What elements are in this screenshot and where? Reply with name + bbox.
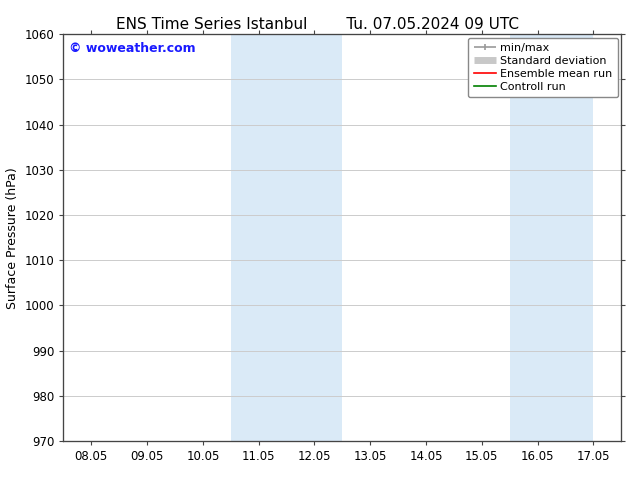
Text: © woweather.com: © woweather.com xyxy=(69,43,196,55)
Text: ENS Time Series Istanbul        Tu. 07.05.2024 09 UTC: ENS Time Series Istanbul Tu. 07.05.2024 … xyxy=(115,17,519,32)
Bar xyxy=(510,34,593,441)
Bar xyxy=(231,34,342,441)
Y-axis label: Surface Pressure (hPa): Surface Pressure (hPa) xyxy=(6,167,19,309)
Legend: min/max, Standard deviation, Ensemble mean run, Controll run: min/max, Standard deviation, Ensemble me… xyxy=(468,38,618,97)
